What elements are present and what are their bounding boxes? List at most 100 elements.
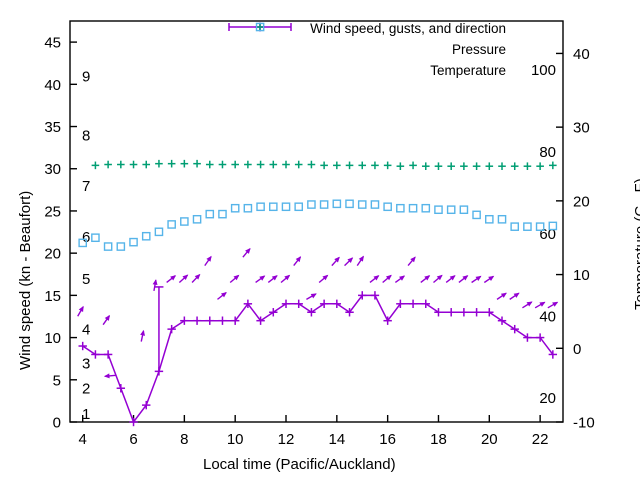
temperature-point <box>396 203 405 213</box>
temperature-point <box>154 227 164 237</box>
wind-direction-arrow <box>310 293 317 299</box>
y-axis-title: Wind speed (kn - Beaufort) <box>17 190 34 370</box>
y2-tick-label: 40 <box>573 46 590 63</box>
wind-direction-arrow <box>259 275 266 281</box>
legend-swatch-plus <box>256 23 264 31</box>
wind-direction-arrow <box>358 255 364 262</box>
x-tick-label: 20 <box>481 431 498 448</box>
wind-direction-arrow <box>513 292 520 298</box>
temperature-point <box>167 220 176 229</box>
temperature-point <box>383 202 392 212</box>
x-tick-label: 4 <box>79 431 87 448</box>
temperature-point <box>243 203 253 213</box>
wind-direction-arrow <box>170 275 177 281</box>
temperature-point <box>523 222 532 231</box>
temperature-point <box>332 199 342 209</box>
wind-direction-arrow <box>78 305 84 312</box>
x-tick-label: 12 <box>278 431 295 448</box>
legend-label: Wind speed, gusts, and direction <box>310 21 506 36</box>
temperature-point <box>103 242 113 251</box>
wind-speed-line <box>82 294 554 424</box>
y-tick-label: 30 <box>44 161 61 178</box>
beaufort-label: 2 <box>82 381 90 398</box>
x-tick-label: 14 <box>328 431 345 448</box>
wind-direction-arrow <box>539 301 546 307</box>
temperature-point <box>129 237 138 247</box>
x-axis-title: Local time (Pacific/Auckland) <box>203 456 396 473</box>
y2-tick-label: 20 <box>573 193 590 210</box>
legend-entry[interactable]: Temperature <box>225 22 515 81</box>
fahrenheit-label: 60 <box>539 226 556 243</box>
x-tick-label: 18 <box>430 431 447 448</box>
legend-swatch-square <box>255 22 265 32</box>
x-tick-label: 8 <box>180 431 188 448</box>
temperature-point <box>472 210 481 220</box>
wind-direction-arrow <box>152 279 158 286</box>
beaufort-label: 7 <box>82 178 90 195</box>
temperature-point <box>180 217 189 226</box>
temperature-point <box>319 200 329 209</box>
beaufort-label: 4 <box>82 322 90 339</box>
y-tick-label: 10 <box>44 330 61 347</box>
legend: Wind speed, gusts, and direction Pressure… <box>225 18 515 81</box>
legend-label: Temperature <box>430 63 506 78</box>
wind-direction-arrow <box>424 275 431 281</box>
y-tick-label: 0 <box>53 415 61 432</box>
wind-direction-arrow <box>103 373 110 379</box>
temperature-point <box>548 221 558 231</box>
y2-tick-label: 10 <box>573 267 590 284</box>
beaufort-label: 9 <box>82 68 90 85</box>
temperature-point <box>281 202 291 212</box>
x-tick-label: 16 <box>379 431 396 448</box>
beaufort-label: 6 <box>82 229 90 246</box>
temperature-point <box>357 200 367 209</box>
wind-direction-arrow <box>271 275 278 281</box>
temperature-point <box>230 203 240 213</box>
plot-border <box>69 20 564 423</box>
wind-direction-arrow <box>488 275 495 281</box>
wind-direction-arrow <box>104 314 110 321</box>
temperature-point <box>421 203 431 213</box>
wind-direction-arrow <box>334 256 340 263</box>
y-tick-label: 45 <box>44 35 61 52</box>
temperature-point <box>408 203 418 213</box>
x-tick-label: 6 <box>129 431 137 448</box>
temperature-point <box>256 202 265 212</box>
temperature-point <box>510 222 520 231</box>
wind-direction-arrow <box>284 274 291 281</box>
wind-direction-arrow <box>220 291 227 298</box>
wind-direction-arrow <box>140 329 145 336</box>
wind-direction-arrow <box>182 274 189 281</box>
wind-direction-arrow <box>410 256 416 263</box>
temperature-point <box>497 214 507 224</box>
temperature-point <box>116 242 126 251</box>
temperature-point <box>192 214 202 224</box>
temperature-point <box>218 209 227 219</box>
y-tick-label: 5 <box>53 372 61 389</box>
beaufort-label: 5 <box>82 271 90 288</box>
wind-direction-arrow <box>322 274 329 281</box>
legend-entry[interactable]: Pressure <box>225 23 515 60</box>
fahrenheit-label: 20 <box>539 390 556 407</box>
wind-direction-arrow <box>475 275 482 281</box>
wind-direction-arrow <box>526 301 533 307</box>
temperature-point <box>535 222 545 231</box>
fahrenheit-label: 100 <box>531 62 556 79</box>
temperature-point <box>78 238 88 248</box>
wind-direction-arrow <box>233 274 240 281</box>
temperature-point <box>370 200 380 209</box>
temperature-point <box>307 200 316 209</box>
y-tick-label: 40 <box>44 77 61 94</box>
temperature-point <box>91 233 100 243</box>
temperature-point <box>205 209 215 219</box>
temperature-point <box>434 205 443 215</box>
y2-tick-label: 30 <box>573 120 590 137</box>
x-tick-label: 10 <box>227 431 244 448</box>
temperature-point <box>459 205 469 215</box>
y-tick-label: 25 <box>44 203 61 220</box>
temperature-point <box>485 214 494 224</box>
y2-axis-title: Temperature (C - F) <box>632 178 640 310</box>
wind-direction-arrow <box>449 275 456 281</box>
